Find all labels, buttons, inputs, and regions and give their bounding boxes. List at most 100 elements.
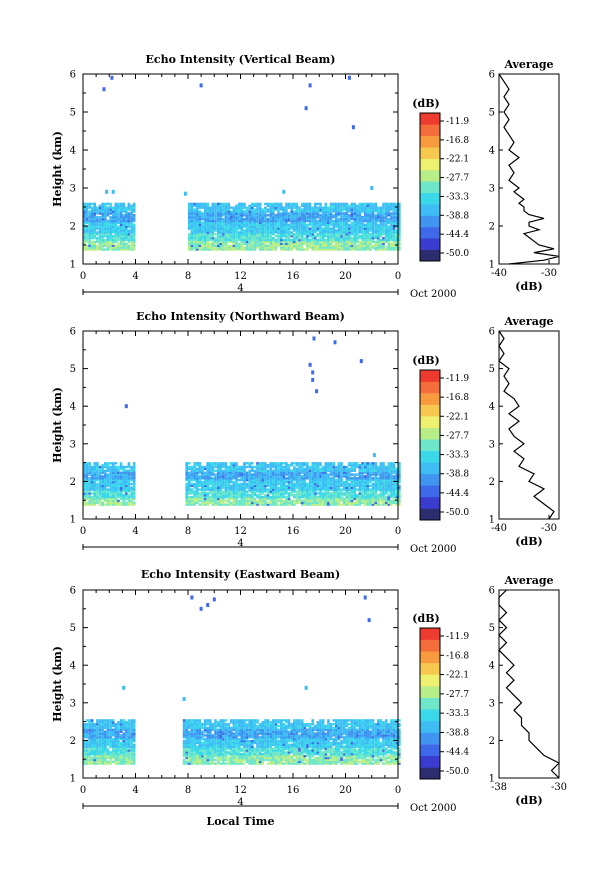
echo-cell [219,221,223,225]
echo-cell [224,484,228,487]
echo-cell [266,248,270,251]
echo-cell [316,465,320,469]
echo-cell [390,219,393,223]
echo-cell [324,495,328,499]
echo-cell [342,497,346,501]
echo-cell [298,484,301,487]
echo-cell [306,202,309,206]
echo-cell [319,475,322,478]
echo-cell [232,486,236,489]
echo-cell [374,204,377,207]
echo-cell [285,490,288,493]
echo-cell [96,227,99,230]
echo-cell [209,246,212,249]
echo-cell [132,223,136,226]
echo-cell [327,238,330,242]
echo-cell [258,480,262,484]
echo-cell [293,206,296,209]
echo-cell [256,235,259,238]
echo-cell [85,244,89,247]
echo-cell [356,240,359,244]
echo-cell [392,208,396,211]
echo-cell [379,484,383,487]
echo-cell [258,473,262,476]
echo-cell [114,221,118,225]
echo-cell [224,465,228,469]
echo-cell [272,208,275,211]
echo-cell [109,471,112,474]
echo-cell [88,739,91,743]
echo-cell [345,484,349,487]
echo-cell [398,462,401,465]
echo-cell [132,236,136,240]
echo-cell [88,754,91,758]
echo-cell [377,465,380,469]
echo-cell [382,462,385,465]
echo-cell [316,503,320,506]
echo-cell [348,223,351,226]
echo-cell [335,467,338,471]
echo-cell [295,469,299,472]
sparse-echo [370,186,374,190]
echo-cell [230,503,233,506]
echo-cell [327,225,330,228]
echo-cell [272,477,275,480]
echo-cell [127,202,131,206]
echo-cell [340,206,343,209]
echo-cell [185,488,188,491]
echo-cell [90,762,94,765]
echo-cell [311,225,314,228]
echo-cell [277,208,280,211]
echo-cell [316,214,320,217]
echo-cell [109,223,112,226]
echo-cell [295,482,299,486]
echo-cell [350,229,354,232]
echo-cell [337,480,341,484]
echo-cell [379,467,383,471]
echo-cell [285,235,288,238]
echo-cell [277,242,280,245]
echo-cell [104,235,107,238]
echo-cell [211,210,215,213]
echo-cell [117,206,120,209]
echo-cell [358,501,362,504]
echo-cell [353,225,356,228]
echo-cell [125,482,128,486]
echo-cell [358,227,362,230]
echo-cell [117,467,120,471]
echo-cell [119,246,123,249]
echo-cell [363,229,367,232]
echo-cell [306,242,309,245]
echo-cell [130,482,133,486]
echo-cell [132,473,136,476]
echo-cell [190,238,194,242]
echo-cell [387,208,391,211]
echo-cell [348,214,351,217]
colorbar-tick-label: -44.4 [446,489,469,499]
echo-cell [384,499,388,503]
echo-cell [353,242,356,245]
echo-cell [319,214,322,217]
echo-cell [227,471,230,474]
echo-cell [366,462,370,465]
echo-cell [377,214,380,217]
echo-cell [211,469,215,472]
echo-cell [203,231,207,234]
echo-cell [277,217,280,221]
echo-cell [122,244,125,247]
echo-cell [245,492,249,495]
avg-y-tick-label: 5 [489,108,495,119]
echo-cell [353,490,356,493]
echo-cell [314,473,317,476]
echo-cell [256,244,259,247]
echo-cell [201,214,204,217]
echo-cell [319,462,322,465]
echo-cell [261,233,265,236]
echo-cell [227,235,230,238]
echo-cell [308,480,312,484]
echo-cell [308,492,312,495]
echo-cell [117,229,120,232]
echo-cell [85,233,89,236]
echo-cell [201,480,204,484]
echo-cell [101,223,104,226]
